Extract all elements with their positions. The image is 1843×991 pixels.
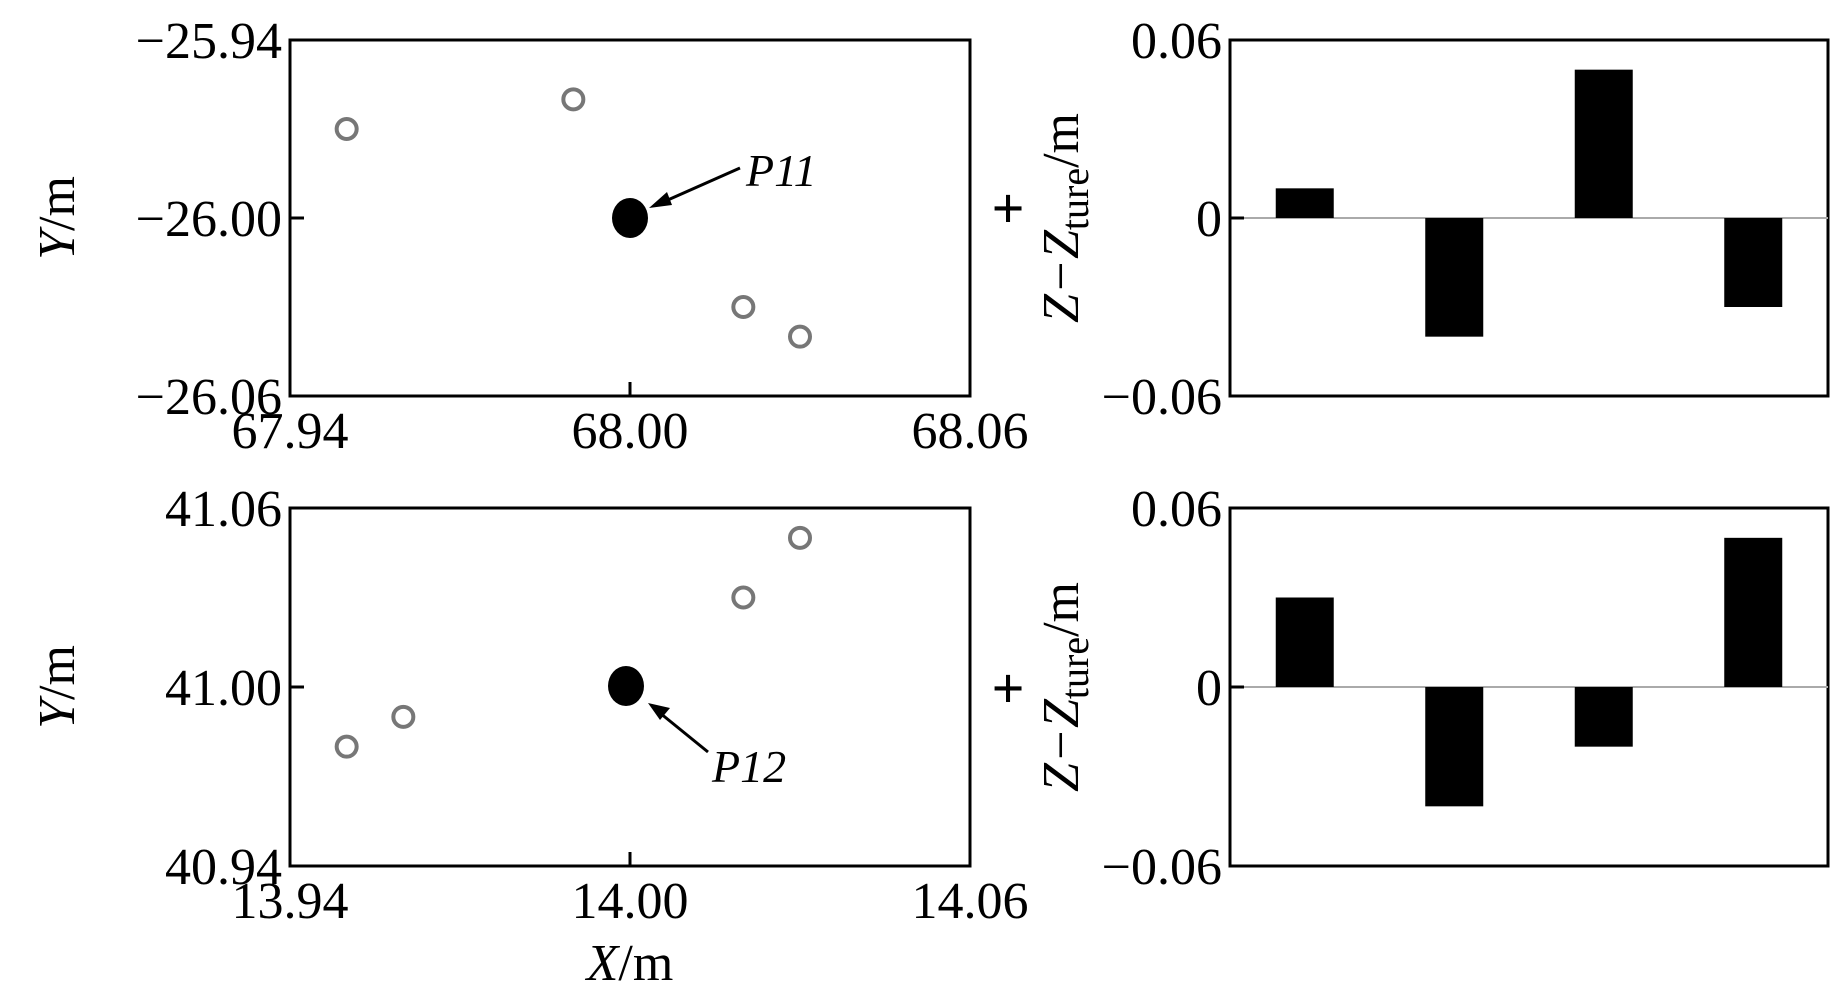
bars bbox=[1275, 537, 1783, 807]
neighbor-point bbox=[731, 585, 756, 610]
bar bbox=[1425, 218, 1484, 337]
annotation-arrow-p12 bbox=[659, 711, 709, 754]
y-tick-label: −26.06 bbox=[136, 369, 282, 426]
neighbor-points bbox=[334, 525, 812, 759]
x-tick-label: 14.06 bbox=[912, 873, 1029, 930]
y-axis-label: Z−Zture/m bbox=[1033, 582, 1097, 792]
target-point-p12 bbox=[608, 666, 644, 706]
arrowhead-p11 bbox=[649, 192, 672, 208]
bar-panel-top: −0.06 0 0.06 Z−Zture/m bbox=[1033, 13, 1830, 426]
x-tick-label: 14.00 bbox=[572, 873, 689, 930]
bar bbox=[1574, 687, 1633, 747]
neighbor-point bbox=[731, 295, 756, 319]
neighbor-point bbox=[391, 704, 416, 729]
y-tick-label: −0.06 bbox=[1102, 369, 1222, 426]
tick-labels: −26.06 −26.00 −25.94 67.94 68.00 68.06 bbox=[136, 13, 1029, 460]
y-tick-label: −26.00 bbox=[136, 191, 282, 248]
bar bbox=[1724, 537, 1783, 687]
bar bbox=[1425, 687, 1484, 807]
x-axis-label: X/m bbox=[585, 935, 674, 991]
bar bbox=[1574, 69, 1633, 219]
y-tick-label: 41.06 bbox=[165, 481, 282, 538]
y-axis-label: Y/m bbox=[29, 645, 86, 729]
y-tick-label: −0.06 bbox=[1102, 839, 1222, 896]
y-axis-label: Y/m bbox=[29, 176, 86, 260]
tick-marks bbox=[1230, 38, 1244, 398]
target-point-p11 bbox=[612, 198, 648, 238]
tick-marks bbox=[1230, 506, 1244, 868]
tick-labels: −0.06 0 0.06 bbox=[1102, 481, 1222, 896]
y-tick-label: 40.94 bbox=[165, 839, 282, 896]
annotation-arrow-p11 bbox=[660, 166, 741, 205]
bars bbox=[1275, 69, 1783, 337]
y-tick-label: 0.06 bbox=[1131, 481, 1222, 538]
x-tick-label: 13.94 bbox=[232, 873, 349, 930]
neighbor-points bbox=[334, 87, 812, 349]
tick-labels: −0.06 0 0.06 bbox=[1102, 13, 1222, 426]
y-axis-label: Z−Zture/m bbox=[1033, 113, 1097, 323]
scatter-panel-top: −26.06 −26.00 −25.94 67.94 68.00 68.06 P11 Y/… bbox=[29, 13, 1029, 460]
arrowhead-p12 bbox=[648, 703, 670, 720]
y-tick-label: 0 bbox=[1196, 660, 1222, 717]
plus-sign-bottom: + bbox=[991, 656, 1024, 721]
tick-marks bbox=[288, 38, 972, 398]
x-tick-label: 67.94 bbox=[232, 403, 349, 460]
plus-sign-top: + bbox=[991, 176, 1024, 241]
y-tick-label: 0.06 bbox=[1131, 13, 1222, 70]
annotation-p11: P11 bbox=[745, 145, 817, 196]
neighbor-point bbox=[334, 117, 359, 141]
y-tick-label: 0 bbox=[1196, 191, 1222, 248]
bar bbox=[1275, 188, 1334, 218]
bar bbox=[1724, 218, 1783, 307]
y-tick-label: −25.94 bbox=[136, 13, 282, 70]
y-tick-label: 41.00 bbox=[165, 660, 282, 717]
neighbor-point bbox=[334, 734, 359, 759]
bar bbox=[1275, 597, 1334, 687]
neighbor-point bbox=[788, 324, 812, 349]
bar-panel-bottom: −0.06 0 0.06 Z−Zture/m bbox=[1033, 481, 1830, 896]
x-tick-label: 68.00 bbox=[572, 403, 689, 460]
neighbor-point bbox=[788, 525, 812, 550]
tick-labels: 40.94 41.00 41.06 13.94 14.00 14.06 bbox=[165, 481, 1029, 930]
neighbor-point bbox=[561, 87, 586, 112]
tick-marks bbox=[288, 506, 972, 868]
x-tick-label: 68.06 bbox=[912, 403, 1029, 460]
scatter-panel-bottom: 40.94 41.00 41.06 13.94 14.00 14.06 P12 Y/m X… bbox=[29, 481, 1029, 991]
annotation-p12: P12 bbox=[711, 741, 786, 792]
